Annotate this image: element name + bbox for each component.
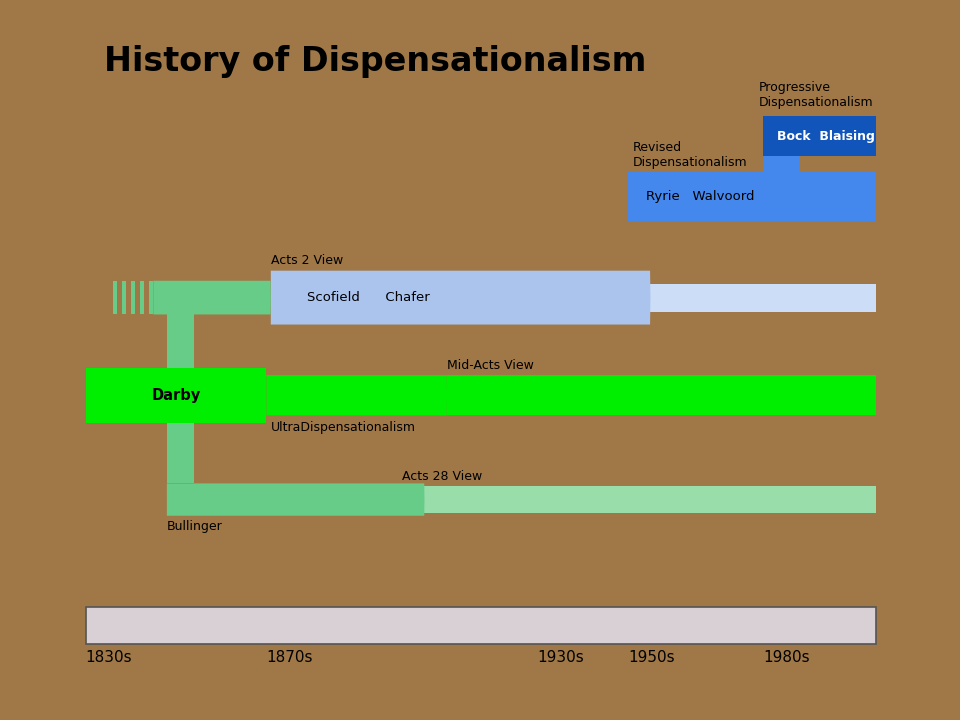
Bar [122, 282, 126, 314]
Bar [628, 172, 876, 221]
Bar [157, 282, 162, 314]
Bar [167, 430, 194, 437]
Text: UltraDispensationalism: UltraDispensationalism [271, 420, 416, 434]
Bar [256, 485, 261, 513]
Text: Acts 28 View: Acts 28 View [402, 469, 482, 482]
Bar [237, 485, 242, 513]
Bar [149, 282, 154, 314]
Bar [167, 423, 194, 483]
Text: Acts 2 View: Acts 2 View [271, 254, 343, 267]
Text: 1980s: 1980s [763, 649, 810, 665]
Bar [424, 486, 876, 513]
Text: Ryrie   Walvoord: Ryrie Walvoord [646, 190, 755, 203]
Bar [140, 282, 144, 314]
Text: 1950s: 1950s [628, 649, 675, 665]
Bar [167, 307, 194, 368]
Bar [85, 607, 876, 644]
Bar [763, 116, 876, 156]
Polygon shape [266, 375, 447, 415]
Bar [167, 470, 194, 477]
Text: 1830s: 1830s [85, 649, 132, 665]
Bar [167, 456, 194, 463]
Bar [85, 368, 266, 423]
Text: 1870s: 1870s [266, 649, 313, 665]
Bar [131, 282, 135, 314]
Text: History of Dispensationalism: History of Dispensationalism [104, 45, 646, 78]
Bar [228, 485, 232, 513]
Text: Bullinger: Bullinger [167, 520, 223, 533]
Bar [651, 284, 876, 312]
Text: Darby: Darby [152, 388, 201, 402]
Text: Scofield      Chafer: Scofield Chafer [307, 291, 430, 304]
Bar [167, 444, 194, 451]
Bar [247, 485, 252, 513]
Polygon shape [271, 271, 651, 325]
Bar [218, 485, 223, 513]
Bar [167, 430, 194, 436]
Text: Progressive
Dispensationalism: Progressive Dispensationalism [759, 81, 874, 109]
Bar [208, 485, 213, 513]
Bar [112, 282, 117, 314]
Polygon shape [154, 281, 271, 315]
Bar [167, 459, 194, 466]
Text: Revised
Dispensationalism: Revised Dispensationalism [633, 141, 747, 169]
Text: Mid-Acts View: Mid-Acts View [447, 359, 534, 372]
Bar [763, 156, 800, 174]
Text: 1930s: 1930s [538, 649, 585, 665]
Bar [167, 443, 194, 450]
Text: Bock  Blaising: Bock Blaising [777, 130, 875, 143]
Bar [199, 485, 204, 513]
Bar [167, 473, 194, 480]
Bar [447, 375, 876, 415]
Polygon shape [167, 483, 424, 516]
